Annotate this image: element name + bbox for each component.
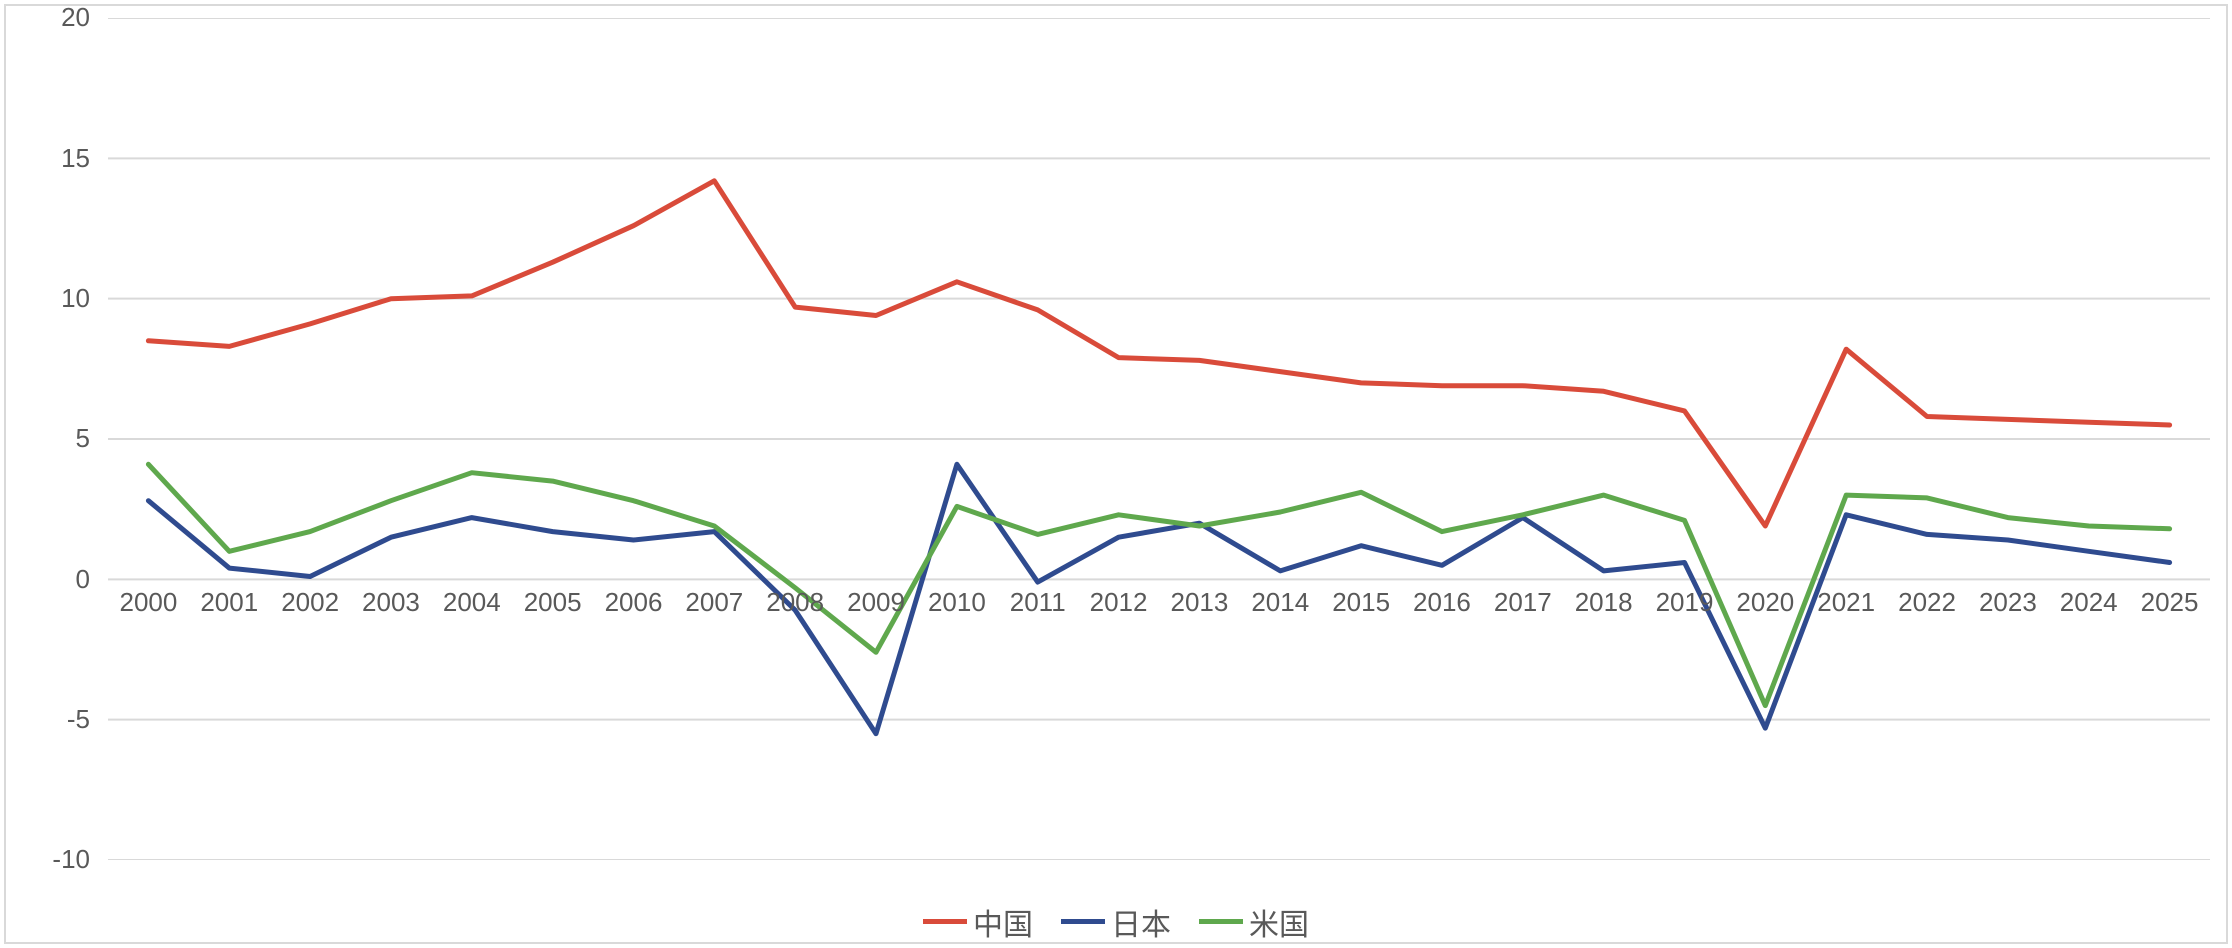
x-tick-label: 2023 xyxy=(1979,587,2037,618)
x-tick-label: 2020 xyxy=(1736,587,1794,618)
y-tick-label: 5 xyxy=(0,423,90,454)
series-line-0 xyxy=(148,181,2169,526)
series-line-2 xyxy=(148,464,2169,705)
legend: 中国 日本 米国 xyxy=(0,898,2232,944)
y-tick-label: 20 xyxy=(0,2,90,33)
legend-swatch xyxy=(1199,919,1243,924)
x-tick-label: 2019 xyxy=(1656,587,1714,618)
x-tick-label: 2000 xyxy=(120,587,178,618)
x-tick-label: 2003 xyxy=(362,587,420,618)
legend-item: 日本 xyxy=(1061,900,1171,944)
x-tick-label: 2004 xyxy=(443,587,501,618)
legend-swatch xyxy=(923,919,967,924)
x-tick-label: 2005 xyxy=(524,587,582,618)
y-tick-label: -5 xyxy=(0,704,90,735)
x-tick-label: 2001 xyxy=(200,587,258,618)
y-tick-label: 0 xyxy=(0,564,90,595)
plot-area xyxy=(108,18,2210,860)
legend-label: 中国 xyxy=(973,900,1033,944)
x-tick-label: 2007 xyxy=(685,587,743,618)
line-chart: 中国 日本 米国 -10 -5 0 5 10 15 20 2000 2001 2002 2003 2004… xyxy=(0,0,2232,948)
x-tick-label: 2011 xyxy=(1010,587,1066,618)
x-tick-label: 2015 xyxy=(1332,587,1390,618)
x-tick-label: 2010 xyxy=(928,587,986,618)
x-tick-label: 2025 xyxy=(2141,587,2199,618)
y-tick-label: 10 xyxy=(0,283,90,314)
x-tick-label: 2013 xyxy=(1171,587,1229,618)
x-tick-label: 2008 xyxy=(766,587,824,618)
x-tick-label: 2024 xyxy=(2060,587,2118,618)
x-tick-label: 2014 xyxy=(1251,587,1309,618)
legend-item: 米国 xyxy=(1199,900,1309,944)
x-tick-label: 2022 xyxy=(1898,587,1956,618)
legend-swatch xyxy=(1061,919,1105,924)
x-tick-label: 2016 xyxy=(1413,587,1471,618)
legend-label: 米国 xyxy=(1249,900,1309,944)
x-tick-label: 2018 xyxy=(1575,587,1633,618)
legend-label: 日本 xyxy=(1111,900,1171,944)
legend-item: 中国 xyxy=(923,900,1033,944)
y-tick-label: 15 xyxy=(0,143,90,174)
x-tick-label: 2009 xyxy=(847,587,905,618)
x-tick-label: 2002 xyxy=(281,587,339,618)
x-tick-label: 2012 xyxy=(1090,587,1148,618)
y-tick-label: -10 xyxy=(0,844,90,875)
x-tick-label: 2017 xyxy=(1494,587,1552,618)
x-tick-label: 2021 xyxy=(1817,587,1875,618)
x-tick-label: 2006 xyxy=(605,587,663,618)
